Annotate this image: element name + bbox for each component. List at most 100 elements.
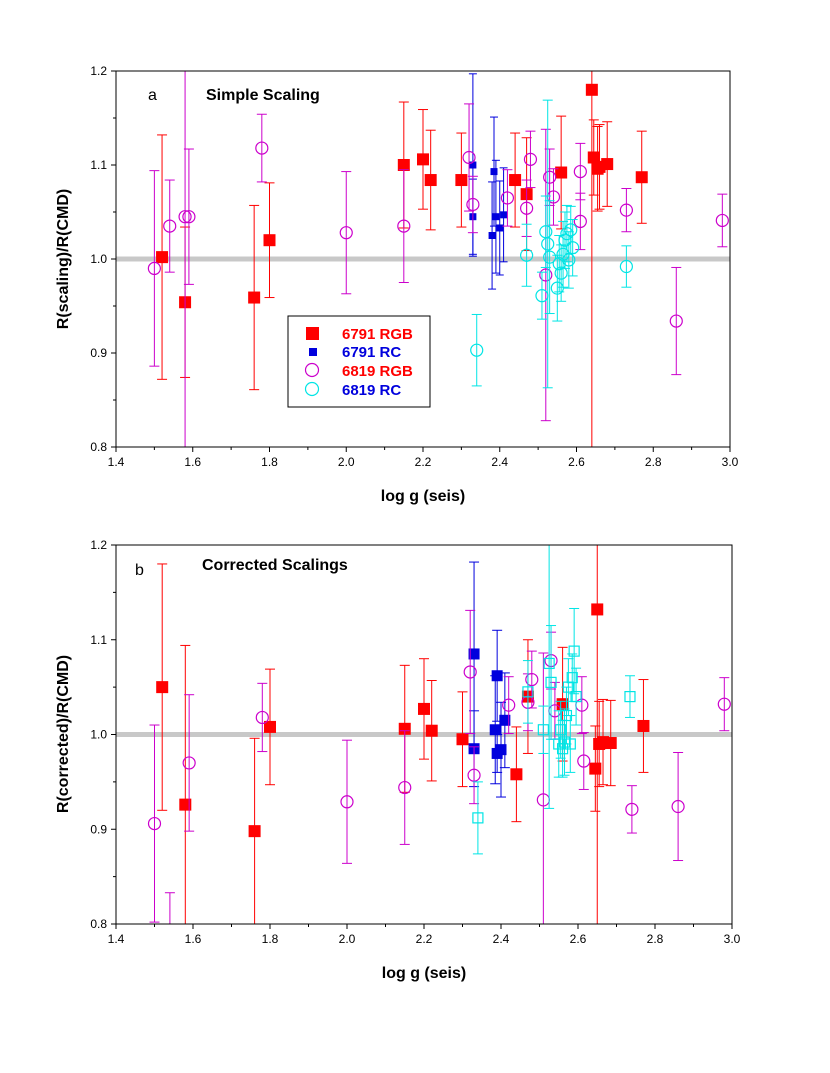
panel-a-point-6819-rgb (466, 175, 480, 234)
panel-b-x-tick-label: 2.4 (493, 932, 510, 946)
panel-b-point-6819-rgb (340, 739, 354, 864)
panel-b-marker (604, 737, 617, 750)
panel-a-marker (397, 159, 410, 171)
panel-a-x-axis-label: log g (seis) (381, 488, 465, 505)
panel-a-point-6791-rgb (585, 71, 598, 447)
panel-a-point-6819-rc (619, 245, 633, 288)
panel-b-marker (522, 686, 534, 698)
panel-b-marker (425, 724, 438, 737)
panel-a-point-6791-rc (488, 181, 497, 290)
panel-a-x-tick-label: 2.6 (568, 455, 585, 469)
panel-b-marker (398, 780, 412, 795)
panel-b-marker (495, 744, 507, 756)
panel-a-marker (469, 161, 477, 169)
panel-a-letter: a (148, 87, 157, 104)
panel-b-marker (591, 603, 604, 616)
panel-b-point-6819-rgb (502, 676, 516, 735)
panel-b-marker (340, 795, 354, 809)
panel-b-point-6791-rgb (418, 658, 430, 760)
panel-a-point-6819-rgb (573, 192, 587, 251)
panel-a-y-tick-label: 0.9 (90, 346, 107, 360)
panel-a-marker (715, 213, 729, 228)
panel-b-point-6819-rgb (164, 892, 175, 924)
panel-a-marker (417, 153, 429, 166)
panel-a-markers (116, 71, 730, 447)
panel-b-point-6791-rgb (248, 737, 261, 925)
panel-a-point-6819-rgb (543, 148, 557, 206)
panel-a-marker (466, 197, 480, 212)
legend-label-6819-rc: 6819 RC (342, 382, 401, 399)
panel-a-marker (669, 314, 683, 328)
panel-b-marker (255, 710, 269, 725)
panel-a-y-tick-label: 0.8 (90, 440, 107, 454)
panel-b-marker (489, 724, 501, 736)
panel-a-point-6819-rc (541, 99, 555, 389)
panel-a-marker (455, 174, 468, 187)
panel-b-marker (463, 665, 477, 679)
panel-b-x-tick-label: 2.6 (570, 932, 587, 946)
panel-a-marker (635, 171, 648, 184)
panel-b-point-6819-rc (564, 715, 576, 773)
panel-b-x-tick-label: 1.4 (108, 932, 125, 946)
panel-b-point-6819-rgb (182, 694, 196, 832)
panel-b-y-tick-label: 1.0 (90, 728, 107, 742)
panel-b-point-6819-rc (522, 660, 534, 724)
panel-a-x-tick-label: 2.4 (491, 455, 508, 469)
panel-a-marker (523, 152, 538, 166)
panel-b-marker (570, 690, 582, 703)
panel-a-marker (462, 150, 476, 165)
panel-a-point-6819-rgb (715, 193, 729, 248)
panel-a-point-6819-rc (543, 200, 557, 315)
panel-a-marker (619, 203, 633, 217)
panel-b-point-6819-rgb (671, 752, 685, 862)
panel-a-point-6819-rc (550, 254, 564, 322)
panel-a-marker (554, 266, 568, 280)
panel-a-point-6791-rgb (509, 132, 522, 228)
panel-a-point-6791-rgb (555, 115, 568, 230)
panel-a-marker (550, 281, 564, 295)
panel-b-point-6819-rc (570, 667, 582, 726)
panel-b-marker (510, 768, 523, 781)
legend-marker-6819-rc (304, 381, 320, 397)
legend-marker-6791-rc (309, 348, 317, 356)
panel-b-y-tick-label: 1.2 (90, 538, 107, 552)
panel-b-marker (566, 672, 578, 684)
panel-a-x-tick-label: 1.6 (184, 455, 201, 469)
panel-b-marker (491, 670, 503, 682)
panel-a-marker (397, 219, 411, 233)
panel-a-point-6791-rgb (455, 132, 468, 228)
panel-a-marker (520, 201, 534, 215)
panel-b-point-6819-rgb (398, 730, 412, 845)
panel-a-point-6791-rc (495, 180, 504, 276)
panel-a-x-tick-label: 2.2 (415, 455, 432, 469)
panel-b-x-tick-label: 2.0 (339, 932, 356, 946)
panel-a-x-tick-label: 1.4 (108, 455, 125, 469)
panel-b-marker (179, 798, 192, 811)
panel-b-point-6791-rgb (510, 726, 523, 823)
panel-a-point-6819-rc (566, 219, 580, 277)
panel-a-marker (585, 83, 598, 96)
panel-b-point-6791-rgb (456, 691, 469, 788)
panel-a-marker (490, 168, 498, 176)
panel-b-point-6819-rc (555, 700, 567, 759)
panel-b-x-tick-label: 3.0 (724, 932, 741, 946)
panel-b-point-6791-rgb (425, 679, 438, 782)
panel-a-marker (488, 232, 496, 239)
panel-b-marker (456, 733, 469, 746)
panel-b-x-tick-label: 2.2 (416, 932, 433, 946)
legend-label-6791-rc: 6791 RC (342, 344, 401, 361)
panel-b-y-tick-label: 1.1 (90, 633, 107, 647)
panel-a-x-tick-label: 2.8 (645, 455, 662, 469)
panel-a-marker (564, 223, 578, 237)
panel-b-marker (525, 672, 539, 687)
panel-b-marker (418, 702, 430, 715)
panel-a: 1.4 1.6 1.8 2.0 2.2 2.4 2.6 2.8 3.0 0.8 0.9 1.0 1.1 1… (55, 64, 739, 505)
panel-b-y-axis-label: R(corrected)/R(CMD) (55, 655, 72, 813)
panel-b-y-tick-label: 0.8 (90, 917, 107, 931)
panel-b-point-6819-rgb (467, 746, 481, 805)
panel-b-marker (625, 802, 639, 816)
panel-b-marker (671, 799, 685, 814)
panel-b-marker (637, 719, 650, 732)
panel-a-y-tick-label: 1.1 (90, 158, 107, 172)
